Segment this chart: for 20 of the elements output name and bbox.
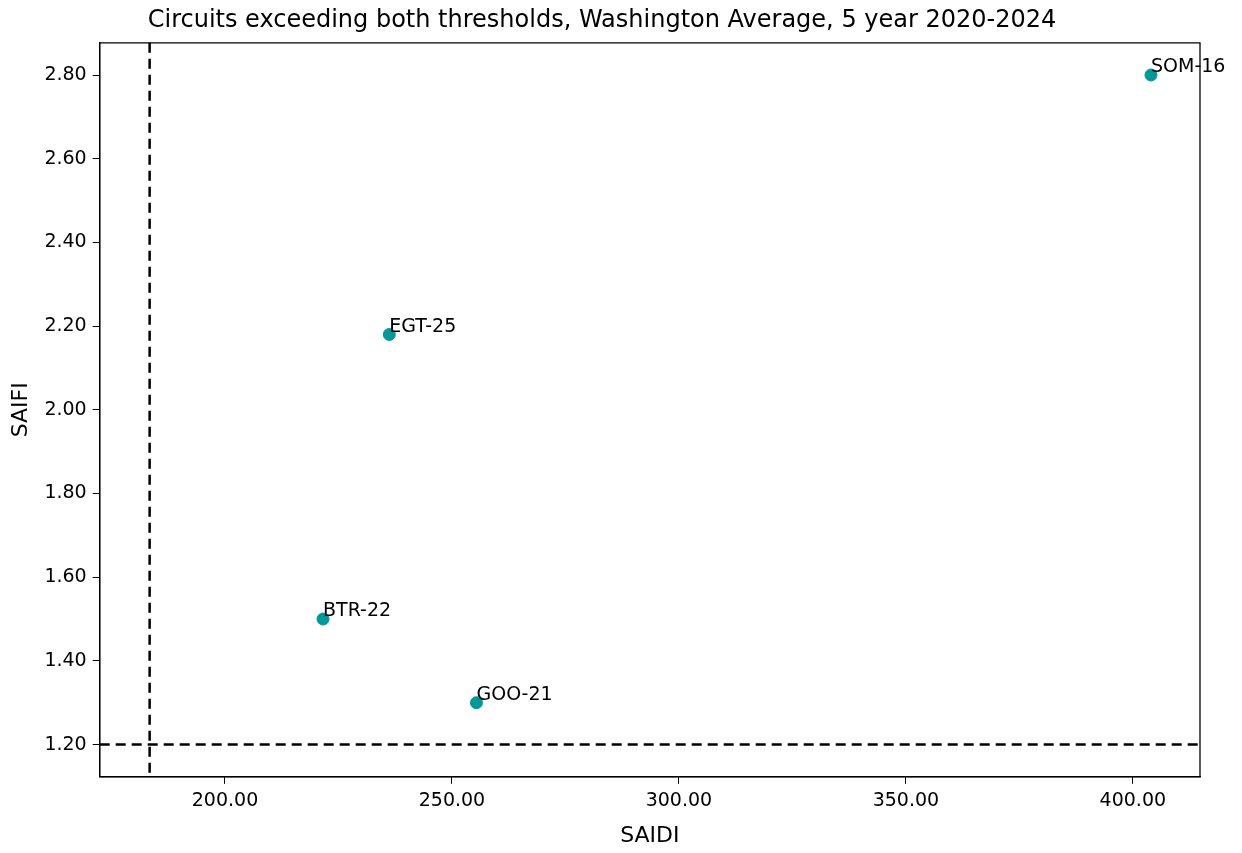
y-tick-label: 2.80: [44, 61, 87, 84]
annotation: GOO-21: [476, 682, 553, 705]
x-axis-title: SAIDI: [620, 821, 680, 847]
x-tick-label: 300.00: [645, 788, 713, 811]
y-tick-label: 2.40: [44, 229, 87, 252]
x-tick-label: 200.00: [191, 788, 259, 811]
y-tick-label: 2.20: [44, 313, 87, 336]
y-tick-label: 2.60: [44, 145, 87, 168]
annotation: EGT-25: [389, 313, 457, 336]
y-tick-label: 1.80: [44, 480, 87, 503]
y-tick-label: 1.60: [44, 564, 87, 587]
y-tick-label: 1.20: [44, 731, 87, 754]
y-axis-title: SAIFI: [6, 382, 32, 438]
chart-title: Circuits exceeding both thresholds, Washington Average, 5 year 2020-2024: [147, 4, 1057, 33]
x-tick-label: 250.00: [418, 788, 486, 811]
annotation: BTR-22: [323, 598, 392, 621]
y-tick-label: 2.00: [44, 396, 87, 419]
x-tick-label: 400.00: [1099, 788, 1167, 811]
y-tick-label: 1.40: [44, 647, 87, 670]
x-tick-label: 350.00: [872, 788, 940, 811]
